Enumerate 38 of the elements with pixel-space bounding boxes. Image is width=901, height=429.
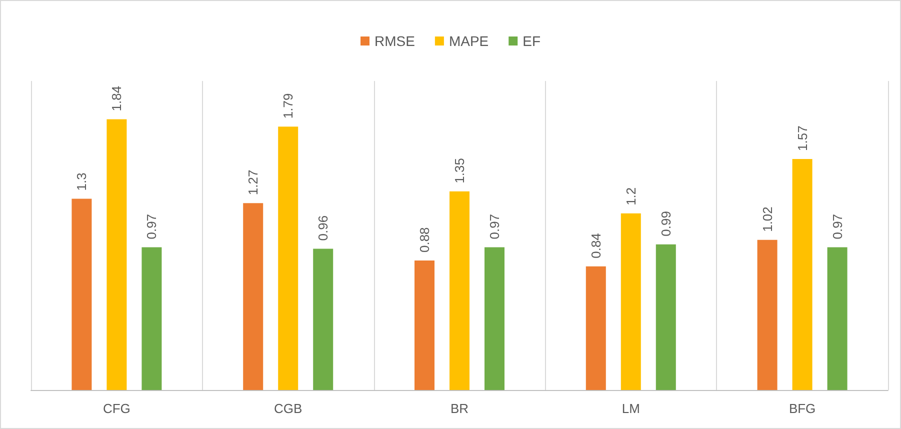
x-tick-label: LM xyxy=(622,401,640,416)
bar xyxy=(827,247,848,390)
data-label: 0.97 xyxy=(830,214,845,240)
bar xyxy=(142,247,162,390)
legend-label: EF xyxy=(522,33,541,49)
bar xyxy=(243,203,264,390)
bar xyxy=(656,244,676,390)
x-tick-label: BR xyxy=(450,401,469,416)
data-label: 0.84 xyxy=(588,233,604,258)
bar xyxy=(586,266,606,390)
bar xyxy=(313,248,334,390)
x-tick-label: CGB xyxy=(274,401,302,416)
x-tick-label: BFG xyxy=(788,401,816,416)
legend-label: MAPE xyxy=(448,33,489,49)
data-label: 1.57 xyxy=(794,126,810,151)
bar xyxy=(414,260,434,390)
bar xyxy=(278,126,298,390)
data-label: 1.3 xyxy=(74,172,90,191)
data-label: 0.99 xyxy=(658,211,674,236)
bar xyxy=(484,247,504,390)
data-label: 0.88 xyxy=(417,227,432,253)
data-label: 0.97 xyxy=(144,214,160,240)
data-label: 1.2 xyxy=(623,187,638,206)
data-label: 0.96 xyxy=(316,215,331,241)
bar xyxy=(792,158,812,390)
bar xyxy=(620,213,641,390)
bar xyxy=(72,198,92,390)
data-label: 1.84 xyxy=(109,86,124,112)
data-label: 0.97 xyxy=(487,214,502,240)
bar xyxy=(450,191,470,390)
data-label: 1.79 xyxy=(280,93,296,119)
bar xyxy=(106,119,127,390)
x-tick-label: CFG xyxy=(102,401,130,416)
data-label: 1.27 xyxy=(246,170,261,196)
data-label: 1.35 xyxy=(452,158,467,184)
data-label: 1.02 xyxy=(760,206,775,232)
bar xyxy=(757,240,778,390)
legend-label: RMSE xyxy=(374,33,415,49)
